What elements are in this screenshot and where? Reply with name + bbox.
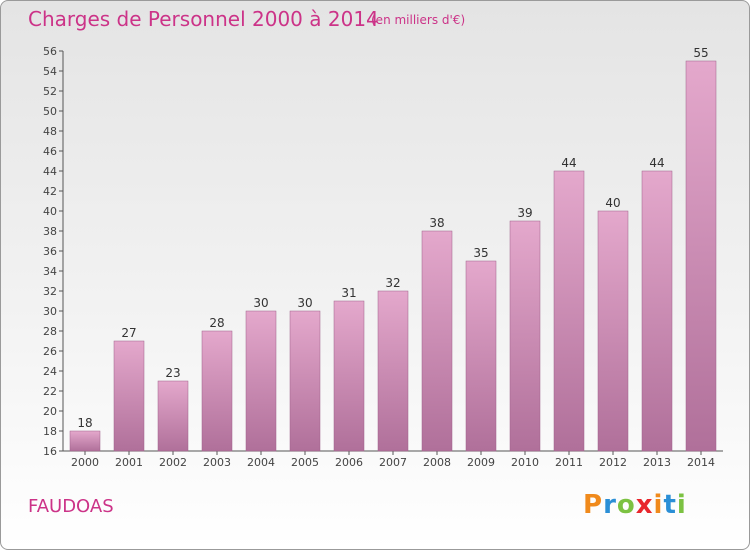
x-tick-label-2004: 2004 [247,456,275,469]
x-tick-label-2013: 2013 [643,456,671,469]
y-tick-label: 18 [43,425,57,438]
value-label-2008: 38 [429,216,444,230]
bar-2006 [333,300,365,452]
y-tick-label: 42 [43,185,57,198]
y-tick-label: 32 [43,285,57,298]
x-tick-label-2000: 2000 [71,456,99,469]
y-tick-label: 36 [43,245,57,258]
x-tick-label-2012: 2012 [599,456,627,469]
logo-letter: i [653,490,664,520]
bar-2001 [113,340,145,452]
y-tick-label: 52 [43,85,57,98]
logo-letter: i [676,490,687,520]
x-tick-label-2007: 2007 [379,456,407,469]
bar-2003 [201,330,233,452]
y-tick-label: 24 [43,365,57,378]
value-label-2000: 18 [77,416,92,430]
value-label-2003: 28 [209,316,224,330]
bar-2009 [465,260,497,452]
y-tick-label: 56 [43,45,57,58]
y-tick-label: 34 [43,265,57,278]
y-tick-label: 30 [43,305,57,318]
bar-2004 [245,310,277,452]
value-label-2010: 39 [517,206,532,220]
bar-2008 [421,230,453,452]
value-label-2013: 44 [649,156,664,170]
y-tick-label: 44 [43,165,57,178]
logo-letter: x [635,490,654,520]
logo-letter: r [603,490,617,520]
value-label-2012: 40 [605,196,620,210]
bar-2010 [509,220,541,452]
value-label-2001: 27 [121,326,136,340]
y-tick-label: 54 [43,65,57,78]
x-tick-label-2001: 2001 [115,456,143,469]
chart-title: Charges de Personnel 2000 à 2014 [28,7,379,31]
y-tick-label: 20 [43,405,57,418]
bar-2007 [377,290,409,452]
place-name: FAUDOAS [28,496,114,517]
x-tick-label-2010: 2010 [511,456,539,469]
bar-2002 [157,380,189,452]
y-tick-label: 28 [43,325,57,338]
bar-2014 [685,60,717,452]
x-tick-label-2008: 2008 [423,456,451,469]
value-label-2005: 30 [297,296,312,310]
y-tick-label: 40 [43,205,57,218]
value-label-2014: 55 [693,46,708,60]
bar-2013 [641,170,673,452]
value-label-2006: 31 [341,286,356,300]
y-tick-label: 22 [43,385,57,398]
bar-2005 [289,310,321,452]
chart-subtitle: (en milliers d'€) [371,13,466,27]
x-tick-label-2002: 2002 [159,456,187,469]
x-tick-label-2005: 2005 [291,456,319,469]
x-tick-label-2014: 2014 [687,456,715,469]
proxiti-logo: Proxiti [583,490,687,520]
x-tick-label-2003: 2003 [203,456,231,469]
y-tick-label: 46 [43,145,57,158]
x-tick-label-2006: 2006 [335,456,363,469]
value-label-2011: 44 [561,156,576,170]
x-tick-label-2011: 2011 [555,456,583,469]
value-label-2007: 32 [385,276,400,290]
bar-2000 [69,430,101,452]
bar-2011 [553,170,585,452]
y-tick-label: 48 [43,125,57,138]
y-tick-label: 50 [43,105,57,118]
y-tick-label: 26 [43,345,57,358]
logo-letter: P [583,490,604,520]
x-tick-label-2009: 2009 [467,456,495,469]
bar-2012 [597,210,629,452]
y-tick-label: 38 [43,225,57,238]
value-label-2002: 23 [165,366,180,380]
value-label-2004: 30 [253,296,268,310]
logo-letter: t [663,490,677,520]
value-label-2009: 35 [473,246,488,260]
logo-letter: o [616,490,636,520]
y-tick-label: 16 [43,445,57,458]
